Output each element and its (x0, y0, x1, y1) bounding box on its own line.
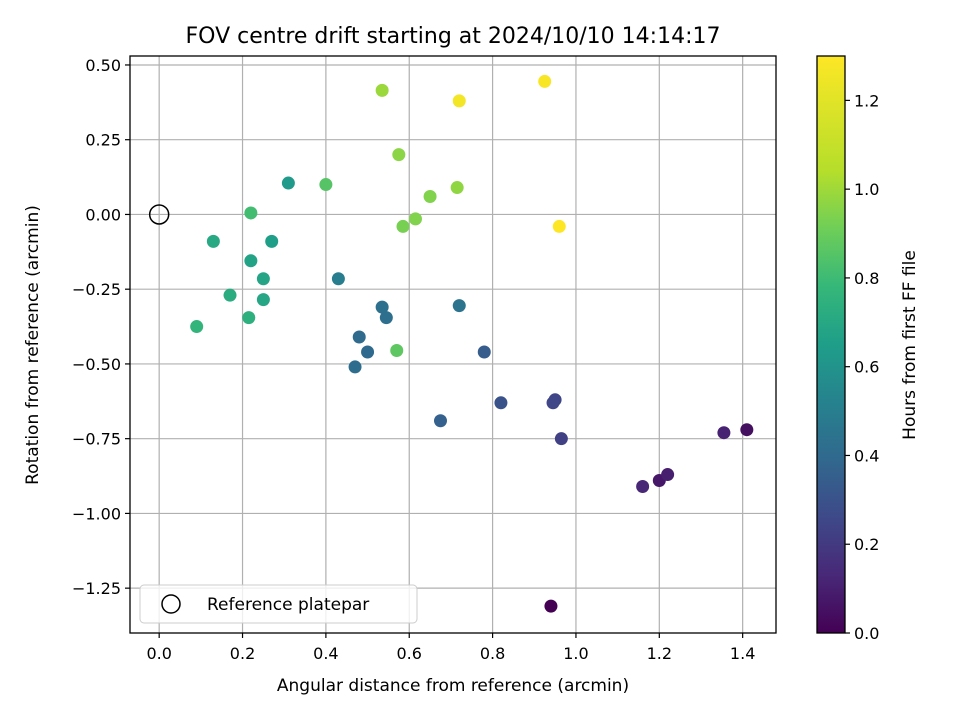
x-tick-label: 1.0 (563, 644, 588, 663)
y-tick-label: −1.00 (72, 504, 121, 523)
plot-background (130, 56, 776, 633)
scatter-point (379, 311, 393, 325)
scatter-point (319, 178, 333, 192)
scatter-point (433, 414, 447, 428)
chart-title: FOV centre drift starting at 2024/10/10 … (186, 24, 721, 49)
scatter-point (396, 219, 410, 233)
y-axis-ticks: 0.50 0.25 0.00 −0.25 −0.50 −0.75 −1.00 −1.25 (72, 56, 130, 598)
legend-box (139, 584, 418, 624)
scatter-point (331, 272, 345, 286)
scatter-point (546, 396, 560, 410)
x-tick-label: 0.6 (397, 644, 422, 663)
scatter-point (223, 288, 237, 302)
plot-frame (129, 55, 777, 634)
scatter-point (538, 74, 552, 88)
scatter-point (256, 272, 270, 286)
grid-lines (130, 56, 776, 633)
reference-marker-group (148, 204, 170, 225)
scatter-point (636, 480, 650, 494)
x-axis-label: Angular distance from reference (arcmin) (277, 676, 629, 696)
scatter-point (452, 94, 466, 108)
data-points (190, 74, 754, 613)
scatter-point (452, 299, 466, 313)
plot-area (129, 55, 777, 634)
scatter-point (348, 360, 362, 374)
colorbar-tick-label: 0.2 (854, 535, 879, 554)
scatter-point (552, 219, 566, 233)
scatter-point (390, 343, 404, 357)
colorbar-ticks: 0.0 0.2 0.4 0.6 0.8 1.0 1.2 (845, 91, 879, 643)
x-tick-label: 0.0 (146, 644, 171, 663)
colorbar-tick-label: 1.0 (854, 180, 879, 199)
x-axis-ticks: 0.0 0.2 0.4 0.6 0.8 1.0 1.2 1.4 (146, 633, 755, 663)
x-tick-label: 0.2 (230, 644, 255, 663)
y-tick-label: 0.50 (85, 56, 121, 75)
colorbar-tick-label: 1.2 (854, 91, 879, 110)
scatter-point (554, 432, 568, 446)
scatter-point (206, 234, 220, 248)
scatter-point (450, 181, 464, 195)
scatter-point (423, 190, 437, 204)
colorbar-gradient (816, 55, 846, 634)
colorbar-tick-label: 0.4 (854, 446, 879, 465)
scatter-point (190, 320, 204, 334)
reference-platepar-marker (148, 204, 170, 225)
scatter-point (392, 148, 406, 162)
scatter-point (256, 293, 270, 307)
colorbar-tick-label: 0.6 (854, 358, 879, 377)
x-tick-label: 1.2 (647, 644, 672, 663)
y-tick-label: −1.25 (72, 579, 121, 598)
scatter-point (661, 468, 675, 482)
legend-marker-open-circle (161, 594, 181, 614)
scatter-point (265, 234, 279, 248)
colorbar: 0.0 0.2 0.4 0.6 0.8 1.0 1.2 Hours from first F… (816, 55, 920, 643)
legend: Reference platepar (139, 584, 418, 624)
x-tick-label: 0.4 (313, 644, 338, 663)
colorbar-tick-label: 0.0 (854, 624, 879, 643)
scatter-point (352, 330, 366, 344)
scatter-point (375, 300, 389, 314)
x-tick-label: 1.4 (730, 644, 755, 663)
scatter-point (361, 345, 375, 359)
scatter-point (717, 426, 731, 440)
scatter-point (281, 176, 295, 190)
x-tick-label: 0.8 (480, 644, 505, 663)
scatter-point (408, 212, 422, 226)
scatter-point (544, 599, 558, 613)
y-axis-label: Rotation from reference (arcmin) (23, 205, 43, 485)
y-tick-label: −0.25 (72, 280, 121, 299)
scatter-point (244, 206, 258, 220)
scatter-point (244, 254, 258, 268)
y-tick-label: −0.75 (72, 430, 121, 449)
y-tick-label: −0.50 (72, 355, 121, 374)
scatter-point (477, 345, 491, 359)
scatter-point (375, 83, 389, 97)
scatter-point (242, 311, 256, 325)
legend-label-reference-platepar: Reference platepar (207, 595, 369, 615)
y-tick-label: 0.25 (85, 131, 121, 150)
scatter-point (494, 396, 508, 410)
y-tick-label: 0.00 (85, 205, 121, 224)
colorbar-tick-label: 0.8 (854, 269, 879, 288)
scatter-point (740, 423, 754, 437)
colorbar-label: Hours from first FF file (900, 250, 920, 440)
